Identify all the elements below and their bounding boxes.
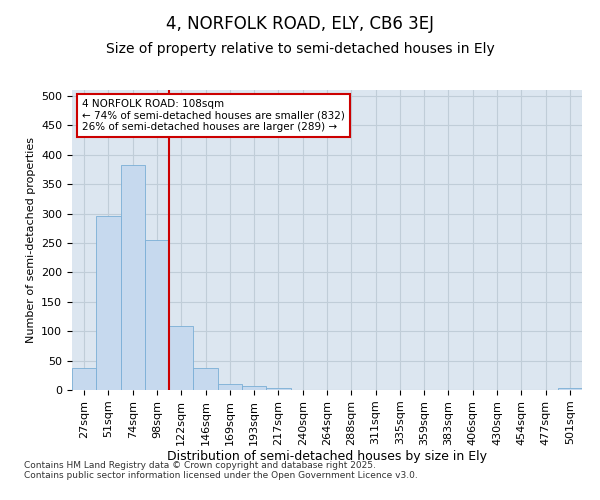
Bar: [96, 216, 121, 390]
Bar: [72, 368, 96, 390]
Bar: [218, 384, 242, 390]
Bar: [169, 326, 193, 390]
Bar: [266, 388, 290, 390]
Text: 4, NORFOLK ROAD, ELY, CB6 3EJ: 4, NORFOLK ROAD, ELY, CB6 3EJ: [166, 15, 434, 33]
Text: 4 NORFOLK ROAD: 108sqm
← 74% of semi-detached houses are smaller (832)
26% of se: 4 NORFOLK ROAD: 108sqm ← 74% of semi-det…: [82, 99, 345, 132]
Bar: [193, 368, 218, 390]
X-axis label: Distribution of semi-detached houses by size in Ely: Distribution of semi-detached houses by …: [167, 450, 487, 464]
Text: Size of property relative to semi-detached houses in Ely: Size of property relative to semi-detach…: [106, 42, 494, 56]
Bar: [145, 240, 169, 390]
Bar: [558, 388, 582, 390]
Text: Contains HM Land Registry data © Crown copyright and database right 2025.
Contai: Contains HM Land Registry data © Crown c…: [24, 460, 418, 480]
Bar: [242, 386, 266, 390]
Y-axis label: Number of semi-detached properties: Number of semi-detached properties: [26, 137, 35, 343]
Bar: [121, 164, 145, 390]
